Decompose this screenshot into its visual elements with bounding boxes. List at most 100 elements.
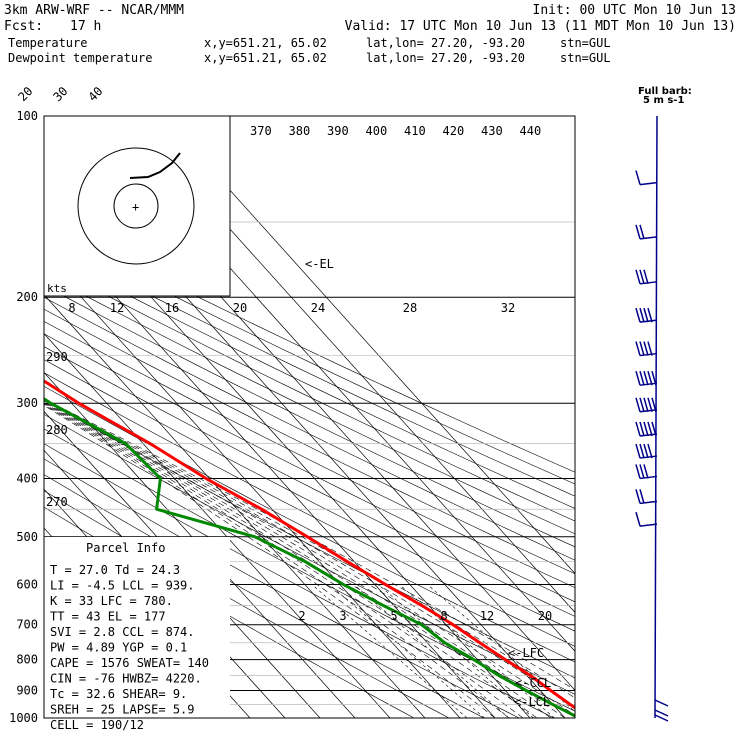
level-annotation: <-EL: [305, 257, 334, 271]
dewpoint-line: [44, 397, 575, 718]
wind-barb-flag: [643, 397, 649, 413]
wind-barb-flag: [635, 307, 641, 323]
wind-barb-flag: [639, 307, 645, 323]
hodo-speed-label: 32: [501, 301, 515, 315]
wind-barb-flag: [635, 421, 641, 437]
isotherm-line: [44, 294, 426, 718]
wind-barb-flag: [647, 341, 653, 356]
temperature-latlon: lat,lon= 27.20, -93.20: [366, 36, 525, 50]
pressure-tick-label: 800: [16, 653, 38, 667]
wind-barb-flag: [639, 397, 645, 413]
wind-barb-flag: [635, 224, 641, 240]
wind-barbs: [635, 115, 669, 722]
wind-barb-flag: [635, 464, 641, 479]
dewpoint-latlon: lat,lon= 27.20, -93.20: [366, 51, 525, 65]
pressure-tick-label: 300: [16, 396, 38, 410]
hodo-speed-label: 24: [311, 301, 325, 315]
pressure-tick-label: 1000: [9, 711, 38, 725]
mixing-ratio-label: 8: [440, 609, 447, 623]
wind-barb-flag: [643, 269, 649, 285]
wind-barb: [639, 409, 658, 413]
wind-barb-flag: [643, 464, 649, 479]
hodo-trace: [129, 152, 181, 179]
temperature-legend: Temperature: [8, 36, 87, 50]
wind-barb-flag: [647, 370, 653, 386]
wind-barb: [639, 181, 658, 186]
hodograph: + kts: [43, 115, 231, 297]
parcel-info-row: CELL = 190/12: [50, 718, 144, 732]
wind-barb-flag: [639, 224, 645, 240]
wind-barb-flag: [647, 397, 653, 413]
hodo-speed-label: 20: [233, 301, 247, 315]
pressure-tick-label: 900: [16, 683, 38, 697]
theta-label: 390: [327, 124, 349, 138]
parcel-info-panel: Parcel Info T = 27.0 Td = 24.3 LI = -4.5 …: [44, 537, 230, 732]
hodo-center-mark: +: [132, 200, 139, 214]
wind-barb-flag: [647, 421, 653, 437]
wind-barb-flag: [635, 370, 641, 386]
temperature-line: [44, 379, 575, 710]
side-theta-label: 270: [46, 495, 68, 509]
isotherm-line: [44, 333, 391, 718]
wind-barb-flag: [643, 421, 649, 437]
wind-staff-column: [654, 115, 658, 719]
mixing-ratio-label: 2: [298, 609, 305, 623]
wind-barb-flag: [635, 397, 641, 413]
parcel-info-row: Tc = 32.6 SHEAR= 9.: [50, 687, 187, 701]
wind-barb: [639, 433, 658, 437]
wind-barb-flag: [635, 443, 641, 459]
valid-time: Valid: 17 UTC Mon 10 Jun 13 (11 MDT Mon …: [345, 19, 736, 34]
wind-barb-flag: [639, 341, 645, 356]
theta-label: 420: [443, 124, 465, 138]
hodo-ring-outer: [77, 147, 195, 265]
temperature-station: stn=GUL: [560, 36, 611, 50]
wind-barb-flag: [639, 421, 645, 437]
init-time: Init: 00 UTC Mon 10 Jun 13: [533, 3, 737, 18]
hodo-speed-label: 8: [68, 301, 75, 315]
model-title: 3km ARW-WRF -- NCAR/MMM: [4, 3, 184, 18]
hodo-speed-label: 12: [110, 301, 124, 315]
wind-barb-flag: [651, 370, 657, 386]
isotherm-line: [0, 116, 5, 718]
wind-barb-flag: [643, 443, 649, 459]
wind-barb: [639, 523, 658, 527]
plot-frame: [43, 115, 576, 719]
mixing-ratio-line: [311, 584, 468, 718]
parcel-info-row: TT = 43 EL = 177: [50, 610, 166, 624]
isotherm-tick-label: 40: [85, 84, 105, 104]
theta-label: 380: [289, 124, 311, 138]
theta-label: 400: [366, 124, 388, 138]
mixing-ratio-label: 3: [339, 609, 346, 623]
mixing-ratio-label: 5: [390, 609, 397, 623]
theta-label: 370: [250, 124, 272, 138]
side-theta-label: 290: [46, 350, 68, 364]
pressure-tick-label: 400: [16, 471, 38, 485]
theta-label: 440: [520, 124, 542, 138]
wind-barb-flag: [639, 269, 645, 285]
mixing-ratio-label: 12: [480, 609, 494, 623]
mixing-ratio-line: [329, 584, 485, 718]
hodo-speed-label: 16: [165, 301, 179, 315]
mixing-ratio-line: [353, 584, 510, 718]
wind-barb-flag: [643, 307, 649, 323]
parcel-info-row: LI = -4.5 LCL = 939.: [50, 579, 195, 593]
hodo-speed-label: 28: [403, 301, 417, 315]
dewpoint-legend: Dewpoint temperature: [8, 51, 153, 65]
wind-barb-flag: [647, 307, 653, 323]
pressure-tick-label: 200: [16, 290, 38, 304]
sounding-series: [44, 379, 575, 718]
wind-barb: [639, 352, 658, 357]
parcel-info-row: SREH = 25 LAPSE= 5.9: [50, 703, 195, 717]
wind-barb-flag: [635, 170, 641, 185]
wind-barb-flag: [635, 269, 641, 285]
low-level-barb: [654, 709, 669, 717]
wind-barb: [639, 455, 658, 459]
theta-label: 430: [481, 124, 503, 138]
barb-legend-value: 5 m s-1: [643, 95, 684, 106]
parcel-info-row: K = 33 LFC = 780.: [50, 594, 173, 608]
mixing-ratio-label: 20: [538, 609, 552, 623]
theta-label: 410: [404, 124, 426, 138]
forecast-label: Fcst:: [4, 19, 43, 34]
